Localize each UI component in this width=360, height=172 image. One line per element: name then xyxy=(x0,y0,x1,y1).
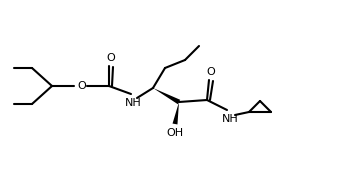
Text: O: O xyxy=(78,81,86,91)
Polygon shape xyxy=(153,88,180,104)
Text: O: O xyxy=(207,67,215,77)
Text: NH: NH xyxy=(222,114,238,124)
Text: O: O xyxy=(107,53,115,63)
Text: OH: OH xyxy=(166,128,184,138)
Polygon shape xyxy=(172,102,179,125)
Text: NH: NH xyxy=(125,98,141,108)
